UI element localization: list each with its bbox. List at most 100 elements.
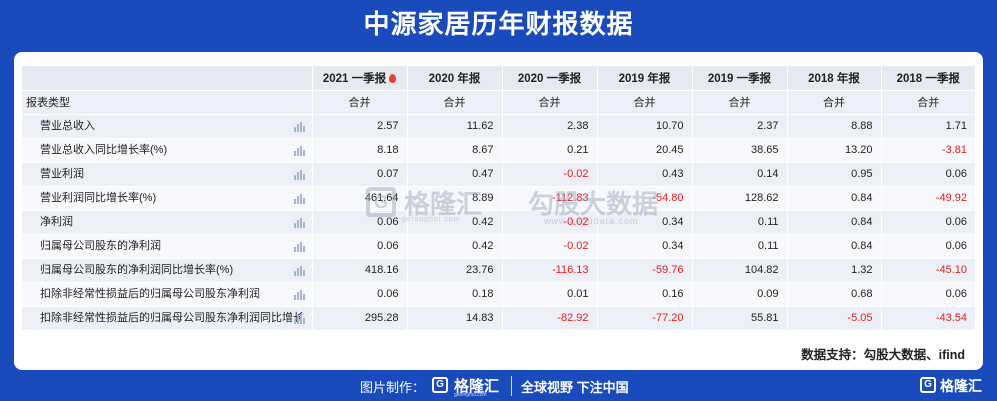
value-cell: 0.06: [880, 234, 975, 259]
data-source-note: 数据支持：勾股大数据、ifind: [801, 348, 965, 362]
bar-chart-icon[interactable]: [293, 217, 305, 228]
row-label: 营业总收入同比增长率(%): [22, 138, 312, 163]
footer-brand-url: gelonghui.com: [454, 392, 487, 398]
column-header-2019-annual[interactable]: 2019 年报: [596, 66, 692, 91]
value-cell: 2.37: [691, 114, 787, 139]
bar-chart-icon[interactable]: [293, 121, 305, 132]
value-cell: 0.11: [691, 210, 787, 235]
value-cell: 8.67: [406, 138, 502, 163]
column-header-2021q1[interactable]: 2021 一季报: [311, 66, 407, 91]
row-label: 扣除非经常性损益后的归属母公司股东净利润同比增长率: [22, 306, 312, 331]
row-label-text: 营业利润同比增长率(%): [40, 191, 157, 204]
row-label: 营业利润同比增长率(%): [22, 186, 312, 211]
row-label: 归属母公司股东的净利润同比增长率(%): [22, 258, 312, 283]
column-header-2019q1[interactable]: 2019 一季报: [691, 66, 787, 91]
table-row: 扣除非经常性损益后的归属母公司股东净利润同比增长率 295.28 14.83 -82.…: [22, 306, 975, 331]
value-cell: -112.83: [501, 186, 597, 211]
value-cell: -5.05: [786, 306, 881, 331]
value-cell: 0.42: [406, 234, 502, 259]
value-cell: -59.76: [596, 258, 692, 283]
bar-chart-icon[interactable]: [293, 145, 305, 156]
value-cell: 0.06: [880, 282, 975, 307]
table-row: 营业利润 0.07 0.47 -0.02 0.43 0.14 0.95 0.06: [22, 162, 975, 187]
value-cell: -0.02: [501, 234, 597, 259]
bar-chart-icon[interactable]: [293, 169, 305, 180]
row-label-text: 归属母公司股东的净利润: [40, 239, 161, 252]
footer-slogan: 全球视野 下注中国: [521, 380, 629, 395]
value-cell: 2.57: [311, 114, 407, 139]
column-header-2018-annual[interactable]: 2018 年报: [786, 66, 881, 91]
value-cell: 38.65: [691, 138, 787, 163]
corner-cell: [22, 66, 312, 91]
table-row: 营业总收入同比增长率(%) 8.18 8.67 0.21 20.45 38.65 13.20…: [22, 138, 975, 163]
financial-table-card: 2021 一季报 2020 年报 2020 一季报 2019 年报 2019 一…: [14, 52, 983, 370]
row-label-text: 净利润: [40, 215, 73, 228]
value-cell: 8.18: [311, 138, 407, 163]
row-label-text: 扣除非经常性损益后的归属母公司股东净利润: [40, 287, 260, 300]
footer-brand: 格隆汇: [454, 378, 500, 395]
bar-chart-icon[interactable]: [293, 265, 305, 276]
value-cell: 20.45: [596, 138, 692, 163]
value-cell: 10.70: [596, 114, 692, 139]
value-cell: -45.10: [880, 258, 975, 283]
report-type-cell: 合并: [501, 90, 597, 115]
brand-logo-icon: G: [432, 377, 448, 393]
bar-chart-icon[interactable]: [293, 289, 305, 300]
value-cell: 0.43: [596, 162, 692, 187]
value-cell: 0.21: [501, 138, 597, 163]
bar-chart-icon[interactable]: [293, 313, 305, 324]
value-cell: -0.02: [501, 210, 597, 235]
bar-chart-icon[interactable]: [293, 193, 305, 204]
value-cell: 0.84: [786, 186, 881, 211]
value-cell: -0.02: [501, 162, 597, 187]
flame-icon: [389, 73, 397, 83]
value-cell: 0.06: [880, 210, 975, 235]
report-type-cell: 合并: [880, 90, 975, 115]
row-label-text: 营业总收入同比增长率(%): [40, 143, 168, 156]
value-cell: 0.06: [311, 282, 407, 307]
value-cell: 0.09: [691, 282, 787, 307]
value-cell: -116.13: [501, 258, 597, 283]
value-cell: 0.42: [406, 210, 502, 235]
value-cell: 0.01: [501, 282, 597, 307]
made-by-label: 图片制作：: [360, 380, 426, 395]
bar-chart-icon[interactable]: [293, 241, 305, 252]
row-label-text: 营业总收入: [40, 119, 95, 132]
value-cell: 0.34: [596, 210, 692, 235]
report-type-cell: 合并: [311, 90, 407, 115]
value-cell: -49.92: [880, 186, 975, 211]
corner-brand: 格隆汇: [940, 378, 982, 394]
value-cell: 0.06: [311, 210, 407, 235]
value-cell: 0.16: [596, 282, 692, 307]
value-cell: 55.81: [691, 306, 787, 331]
table-row: 归属母公司股东的净利润同比增长率(%) 418.16 23.76 -116.13 -59…: [22, 258, 975, 283]
report-type-cell: 合并: [691, 90, 787, 115]
value-cell: 0.84: [786, 210, 881, 235]
value-cell: -77.20: [596, 306, 692, 331]
value-cell: 0.11: [691, 234, 787, 259]
value-cell: 295.28: [311, 306, 407, 331]
report-type-cell: 合并: [786, 90, 881, 115]
column-header-row: 2021 一季报 2020 年报 2020 一季报 2019 年报 2019 一…: [22, 66, 975, 91]
value-cell: 0.14: [691, 162, 787, 187]
value-cell: 0.68: [786, 282, 881, 307]
column-header-2018q1[interactable]: 2018 一季报: [880, 66, 975, 91]
footer: 图片制作： G 格隆汇 gelonghui.com 全球视野 下注中国 G 格隆…: [0, 370, 997, 401]
column-header-2020q1[interactable]: 2020 一季报: [501, 66, 597, 91]
value-cell: 0.95: [786, 162, 881, 187]
table-row: 营业利润同比增长率(%) 461.64 8.89 -112.83 -54.80 128.6…: [22, 186, 975, 211]
table-row: 扣除非经常性损益后的归属母公司股东净利润 0.06 0.18 0.01 0.16 0.09…: [22, 282, 975, 307]
value-cell: -3.81: [880, 138, 975, 163]
row-label-text: 归属母公司股东的净利润同比增长率(%): [40, 263, 234, 276]
value-cell: -43.54: [880, 306, 975, 331]
row-label: 净利润: [22, 210, 312, 235]
value-cell: 461.64: [311, 186, 407, 211]
report-type-cell: 合并: [596, 90, 692, 115]
report-type-row: 报表类型 合并 合并 合并 合并 合并 合并 合并: [22, 90, 975, 115]
value-cell: -82.92: [501, 306, 597, 331]
column-header-2020-annual[interactable]: 2020 年报: [406, 66, 502, 91]
value-cell: 23.76: [406, 258, 502, 283]
row-label: 营业总收入: [22, 114, 312, 139]
table-row: 净利润 0.06 0.42 -0.02 0.34 0.11 0.84 0.06: [22, 210, 975, 235]
report-type-label: 报表类型: [22, 90, 312, 115]
